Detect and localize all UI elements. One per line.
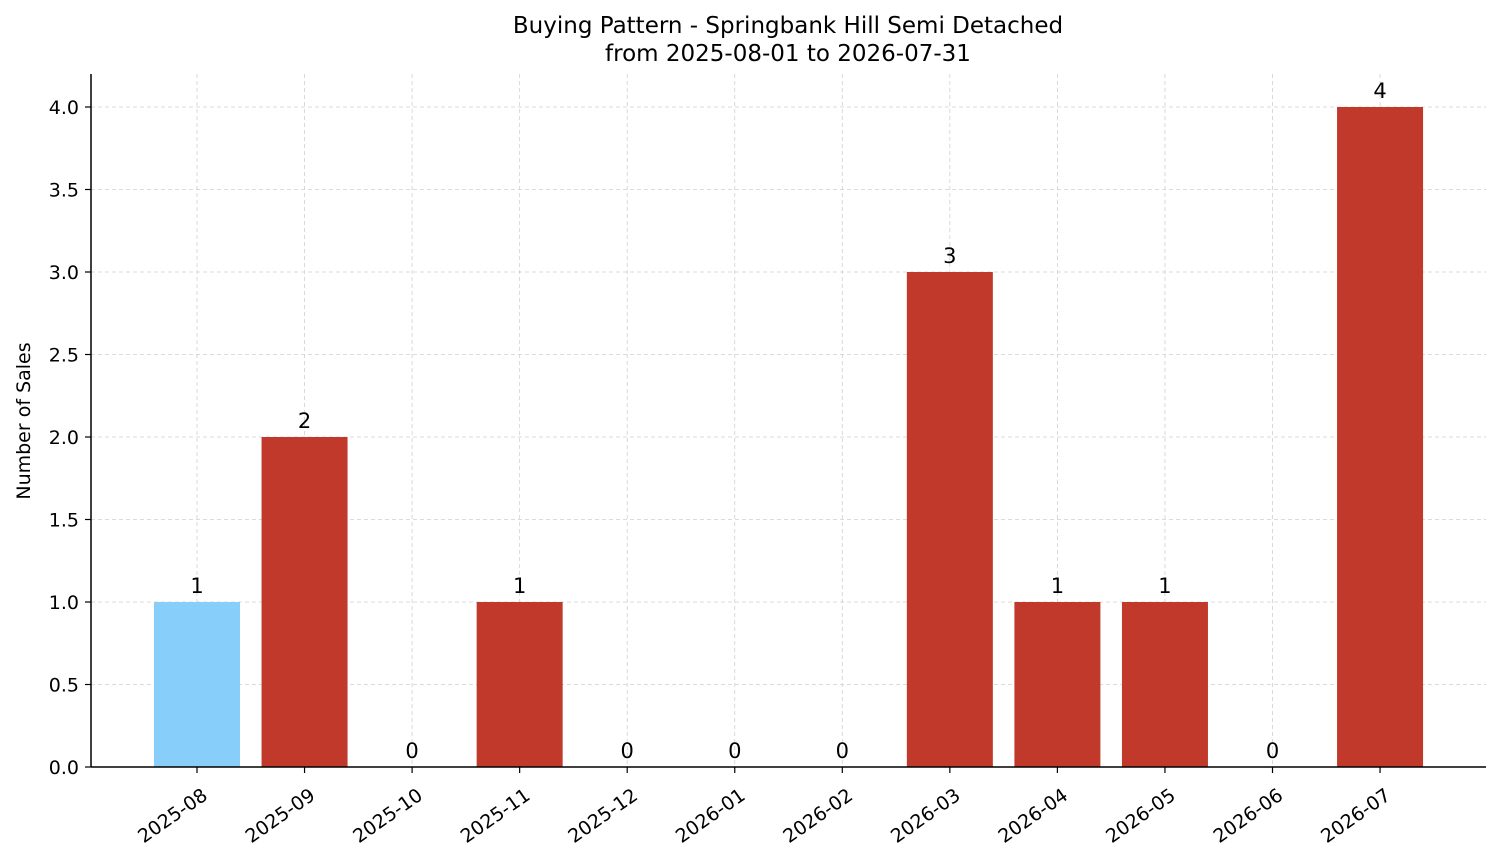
x-tick-label: 2025-10: [349, 784, 427, 848]
bar-value-label: 1: [1051, 574, 1064, 598]
y-tick-label: 1.5: [49, 510, 79, 532]
bar-2025-08: [154, 602, 240, 767]
y-tick-label: 4.0: [49, 97, 79, 119]
y-tick-label: 0.5: [49, 675, 79, 697]
x-ticks: 2025-08 2025-09 2025-10 2025-11 2025-12 2026-…: [134, 767, 1395, 848]
x-tick-label: 2026-05: [1102, 784, 1180, 848]
bar-value-label: 4: [1373, 79, 1386, 103]
bar-value-label: 1: [1158, 574, 1171, 598]
bar-value-label: 0: [728, 739, 741, 763]
bar-value-label: 1: [513, 574, 526, 598]
x-tick-label: 2026-06: [1210, 784, 1288, 848]
y-tick-label: 3.5: [49, 180, 79, 202]
y-tick-label: 0.0: [49, 757, 79, 779]
bar-value-label: 0: [1266, 739, 1279, 763]
bar-value-label: 0: [621, 739, 634, 763]
y-tick-label: 2.5: [49, 345, 79, 367]
bar-2026-03: [906, 272, 993, 767]
bar-value-label: 3: [943, 244, 956, 268]
x-tick-label: 2026-03: [887, 784, 965, 848]
x-tick-label: 2026-07: [1317, 784, 1395, 848]
chart-title-line2: from 2025-08-01 to 2026-07-31: [605, 41, 971, 67]
bar-2026-05: [1121, 602, 1208, 767]
x-tick-label: 2026-04: [994, 784, 1072, 848]
x-tick-label: 2026-01: [672, 784, 750, 848]
x-tick-label: 2026-02: [779, 784, 857, 848]
x-tick-label: 2025-08: [134, 784, 212, 848]
x-tick-label: 2025-11: [457, 784, 535, 848]
bar-2025-11: [476, 602, 563, 767]
y-axis-label: Number of Sales: [13, 342, 35, 499]
x-tick-label: 2025-12: [564, 784, 642, 848]
bar-2026-07: [1337, 107, 1424, 767]
chart-title-line1: Buying Pattern - Springbank Hill Semi De…: [513, 13, 1063, 39]
bar-value-label: 1: [190, 574, 203, 598]
bar-2026-04: [1014, 602, 1101, 767]
bars: [154, 107, 1424, 767]
y-tick-label: 3.0: [49, 262, 79, 284]
y-ticks: 0.0 0.5 1.0 1.5 2.0 2.5 3.0 3.5 4.0: [49, 97, 91, 779]
bar-value-label: 0: [405, 739, 418, 763]
bar-2025-09: [261, 437, 348, 767]
x-tick-label: 2025-09: [242, 784, 320, 848]
y-tick-label: 2.0: [49, 427, 79, 449]
bar-value-label: 0: [836, 739, 849, 763]
y-tick-label: 1.0: [49, 592, 79, 614]
bar-value-label: 2: [298, 409, 311, 433]
bar-labels: 1 2 0 1 0 0 0 3 1 1 0 4: [190, 79, 1386, 763]
